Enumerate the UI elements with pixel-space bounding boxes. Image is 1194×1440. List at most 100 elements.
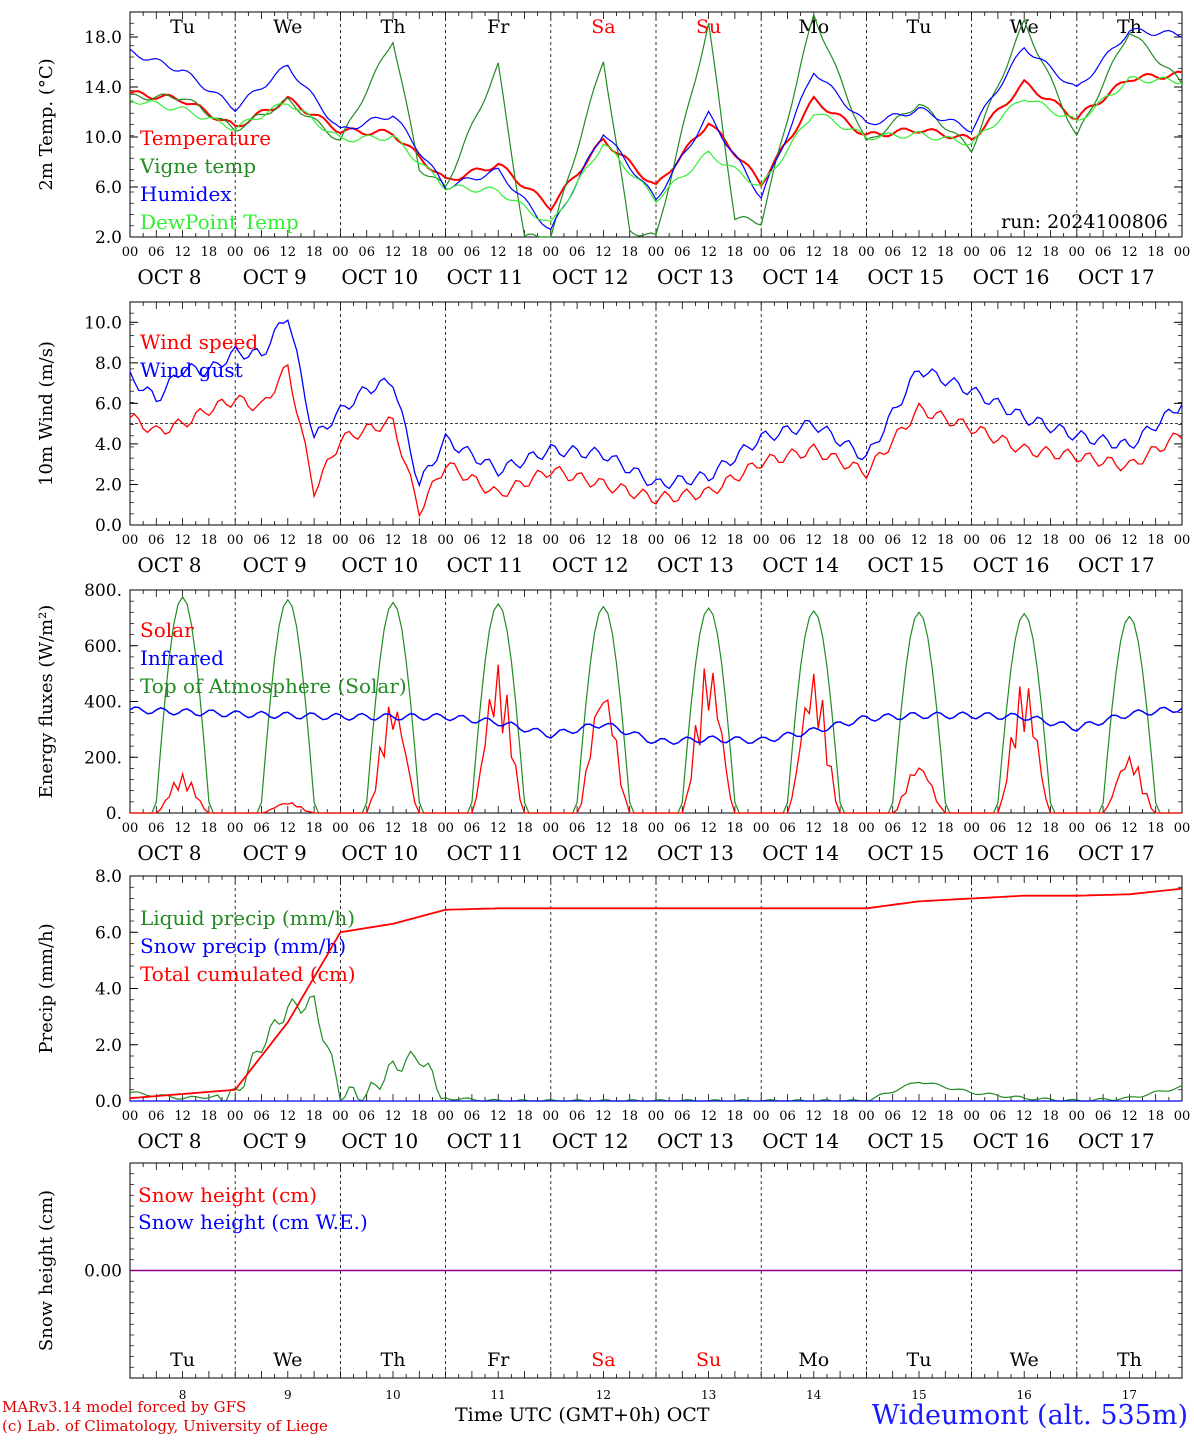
hour-tick-label: 18	[727, 245, 744, 260]
y-axis-label: Snow height (cm)	[36, 1190, 57, 1351]
hour-tick-label: 06	[990, 533, 1007, 548]
hour-tick-label: 00	[543, 245, 560, 260]
hour-tick-label: 06	[358, 533, 375, 548]
hour-tick-label: 12	[174, 821, 191, 836]
time-axis-label: Time UTC (GMT+0h) OCT	[455, 1404, 710, 1426]
y-tick-label: 8.0	[95, 867, 122, 887]
legend-infrared: Infrared	[140, 646, 224, 670]
hour-tick-label: 00	[227, 1109, 244, 1124]
hour-tick-label: 00	[648, 1109, 665, 1124]
legend-snow-height-cm-w-e-: Snow height (cm W.E.)	[138, 1210, 368, 1234]
date-label: OCT 8	[137, 1129, 201, 1153]
hour-tick-label: 06	[1095, 245, 1112, 260]
day-number-label: 8	[179, 1388, 187, 1402]
hour-tick-label: 18	[621, 821, 638, 836]
hour-tick-label: 06	[779, 821, 796, 836]
hour-tick-label: 12	[1121, 533, 1138, 548]
hour-tick-label: 12	[911, 1109, 928, 1124]
date-label: OCT 13	[657, 553, 734, 577]
weekday-label: Mo	[798, 1349, 829, 1371]
hour-tick-label: 00	[437, 245, 454, 260]
hour-tick-label: 18	[832, 1109, 849, 1124]
weekday-label: Th	[381, 16, 406, 38]
date-label: OCT 16	[973, 1129, 1050, 1153]
date-label: OCT 13	[657, 265, 734, 289]
date-label: OCT 12	[552, 265, 629, 289]
legend-humidex: Humidex	[140, 182, 232, 206]
hour-tick-label: 00	[858, 821, 875, 836]
hour-tick-label: 06	[148, 533, 165, 548]
hour-tick-label: 18	[306, 245, 323, 260]
legend-wind-gust: Wind gust	[140, 358, 243, 382]
hour-tick-label: 18	[1042, 821, 1059, 836]
hour-tick-label: 12	[174, 533, 191, 548]
day-number-label: 12	[596, 1388, 611, 1402]
hour-tick-label: 12	[1121, 821, 1138, 836]
panel-frame-flux	[129, 589, 1183, 814]
y-tick-label: 6.0	[95, 178, 122, 198]
y-tick-label: 2.0	[95, 228, 122, 248]
hour-tick-label: 12	[280, 245, 297, 260]
date-label: OCT 13	[657, 841, 734, 865]
y-tick-label: 0.0	[95, 1092, 122, 1112]
hour-tick-label: 18	[411, 245, 428, 260]
y-tick-label: 0.	[106, 804, 122, 824]
hour-tick-label: 18	[201, 821, 218, 836]
hour-tick-label: 12	[490, 245, 507, 260]
hour-tick-label: 06	[884, 533, 901, 548]
hour-tick-label: 06	[253, 821, 270, 836]
day-number-label: 17	[1122, 1388, 1137, 1402]
y-axis-label: Energy fluxes (W/m²)	[36, 605, 57, 799]
hour-tick-label: 00	[1174, 533, 1191, 548]
hour-tick-label: 18	[937, 533, 954, 548]
hour-tick-label: 00	[543, 533, 560, 548]
day-number-label: 13	[701, 1388, 716, 1402]
hour-tick-label: 00	[963, 1109, 980, 1124]
date-label: OCT 10	[341, 553, 418, 577]
hour-tick-label: 18	[621, 533, 638, 548]
hour-tick-label: 12	[911, 245, 928, 260]
series-line-solar	[130, 664, 1182, 814]
hour-tick-label: 06	[148, 245, 165, 260]
hour-tick-label: 06	[1095, 1109, 1112, 1124]
weekday-label: Sa	[591, 1349, 615, 1371]
date-label: OCT 11	[447, 553, 524, 577]
date-label: OCT 15	[867, 553, 944, 577]
y-tick-label: 10.0	[84, 313, 122, 333]
date-label: OCT 8	[137, 553, 201, 577]
date-label: OCT 14	[762, 265, 839, 289]
hour-tick-label: 00	[858, 1109, 875, 1124]
weekday-label: Mo	[798, 16, 829, 38]
hour-tick-label: 12	[595, 1109, 612, 1124]
hour-tick-label: 00	[122, 533, 139, 548]
credit-line-2: (c) Lab. of Climatology, University of L…	[2, 1417, 328, 1435]
hour-tick-label: 00	[1069, 1109, 1086, 1124]
hour-tick-label: 12	[280, 1109, 297, 1124]
run-annotation: run: 2024100806	[1001, 211, 1168, 233]
date-label: OCT 9	[243, 841, 307, 865]
legend-dewpoint-temp: DewPoint Temp	[140, 210, 299, 234]
hour-tick-label: 12	[806, 533, 823, 548]
hour-tick-label: 12	[806, 1109, 823, 1124]
y-tick-label: 400.	[84, 693, 122, 713]
hour-tick-label: 18	[937, 245, 954, 260]
date-label: OCT 12	[552, 1129, 629, 1153]
legend-snow-height-cm-: Snow height (cm)	[138, 1183, 317, 1207]
hour-tick-label: 06	[569, 533, 586, 548]
hour-tick-label: 06	[569, 1109, 586, 1124]
y-tick-label: 6.0	[95, 923, 122, 943]
hour-tick-label: 06	[884, 821, 901, 836]
date-label: OCT 15	[867, 265, 944, 289]
legend-snow-precip-mm-h-: Snow precip (mm/h)	[140, 934, 346, 958]
hour-tick-label: 12	[700, 1109, 717, 1124]
hour-tick-label: 06	[358, 821, 375, 836]
hour-tick-label: 12	[911, 533, 928, 548]
hour-tick-label: 06	[253, 1109, 270, 1124]
weekday-label: Th	[381, 1349, 406, 1371]
hour-tick-label: 12	[174, 245, 191, 260]
hour-tick-label: 12	[806, 245, 823, 260]
date-label: OCT 10	[341, 265, 418, 289]
y-tick-label: 4.0	[95, 435, 122, 455]
date-label: OCT 13	[657, 1129, 734, 1153]
hour-tick-label: 00	[332, 533, 349, 548]
